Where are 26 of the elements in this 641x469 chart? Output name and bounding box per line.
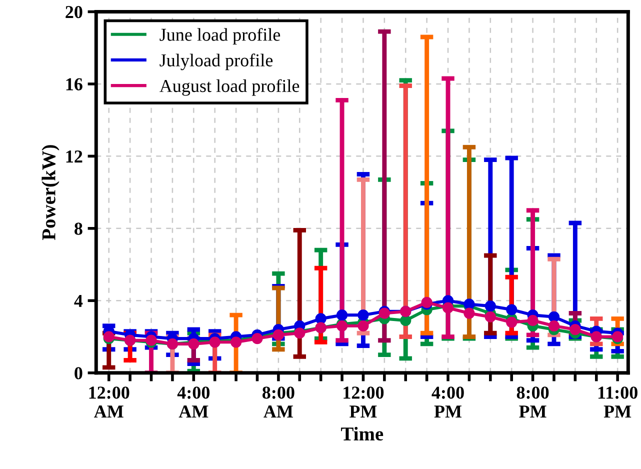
y-tick-label: 20 — [66, 6, 82, 18]
y-axis-title: Power(kW) — [42, 145, 60, 240]
x-tick-label: 8:00 AM — [262, 386, 294, 418]
point — [315, 313, 326, 324]
x-tick-label: 11:00 PM — [598, 386, 638, 418]
point — [527, 314, 538, 326]
x-tick-label: 4:00 PM — [432, 386, 464, 418]
x-tick-label: 8:00 PM — [516, 386, 549, 418]
y-tick-label: 12 — [66, 150, 82, 162]
x-tick-label: 12:00 AM — [89, 386, 130, 418]
legend-label: Julyload profile — [160, 54, 273, 70]
y-tick-label: 16 — [66, 78, 82, 90]
legend-label: August load profile — [160, 79, 300, 96]
point — [336, 310, 348, 321]
point — [548, 311, 560, 322]
x-axis-title: Time — [341, 426, 384, 441]
y-tick-label: 8 — [74, 222, 82, 235]
point — [358, 310, 369, 321]
x-tick-label: 12:00 PM — [344, 386, 384, 418]
point — [400, 314, 412, 326]
point — [484, 300, 496, 312]
y-tick-label: 4 — [74, 295, 83, 307]
y-tick-label: 0 — [74, 367, 82, 380]
point — [506, 304, 518, 316]
legend-label: June load profile — [160, 28, 280, 45]
x-tick-label: 4:00 AM — [177, 386, 210, 418]
